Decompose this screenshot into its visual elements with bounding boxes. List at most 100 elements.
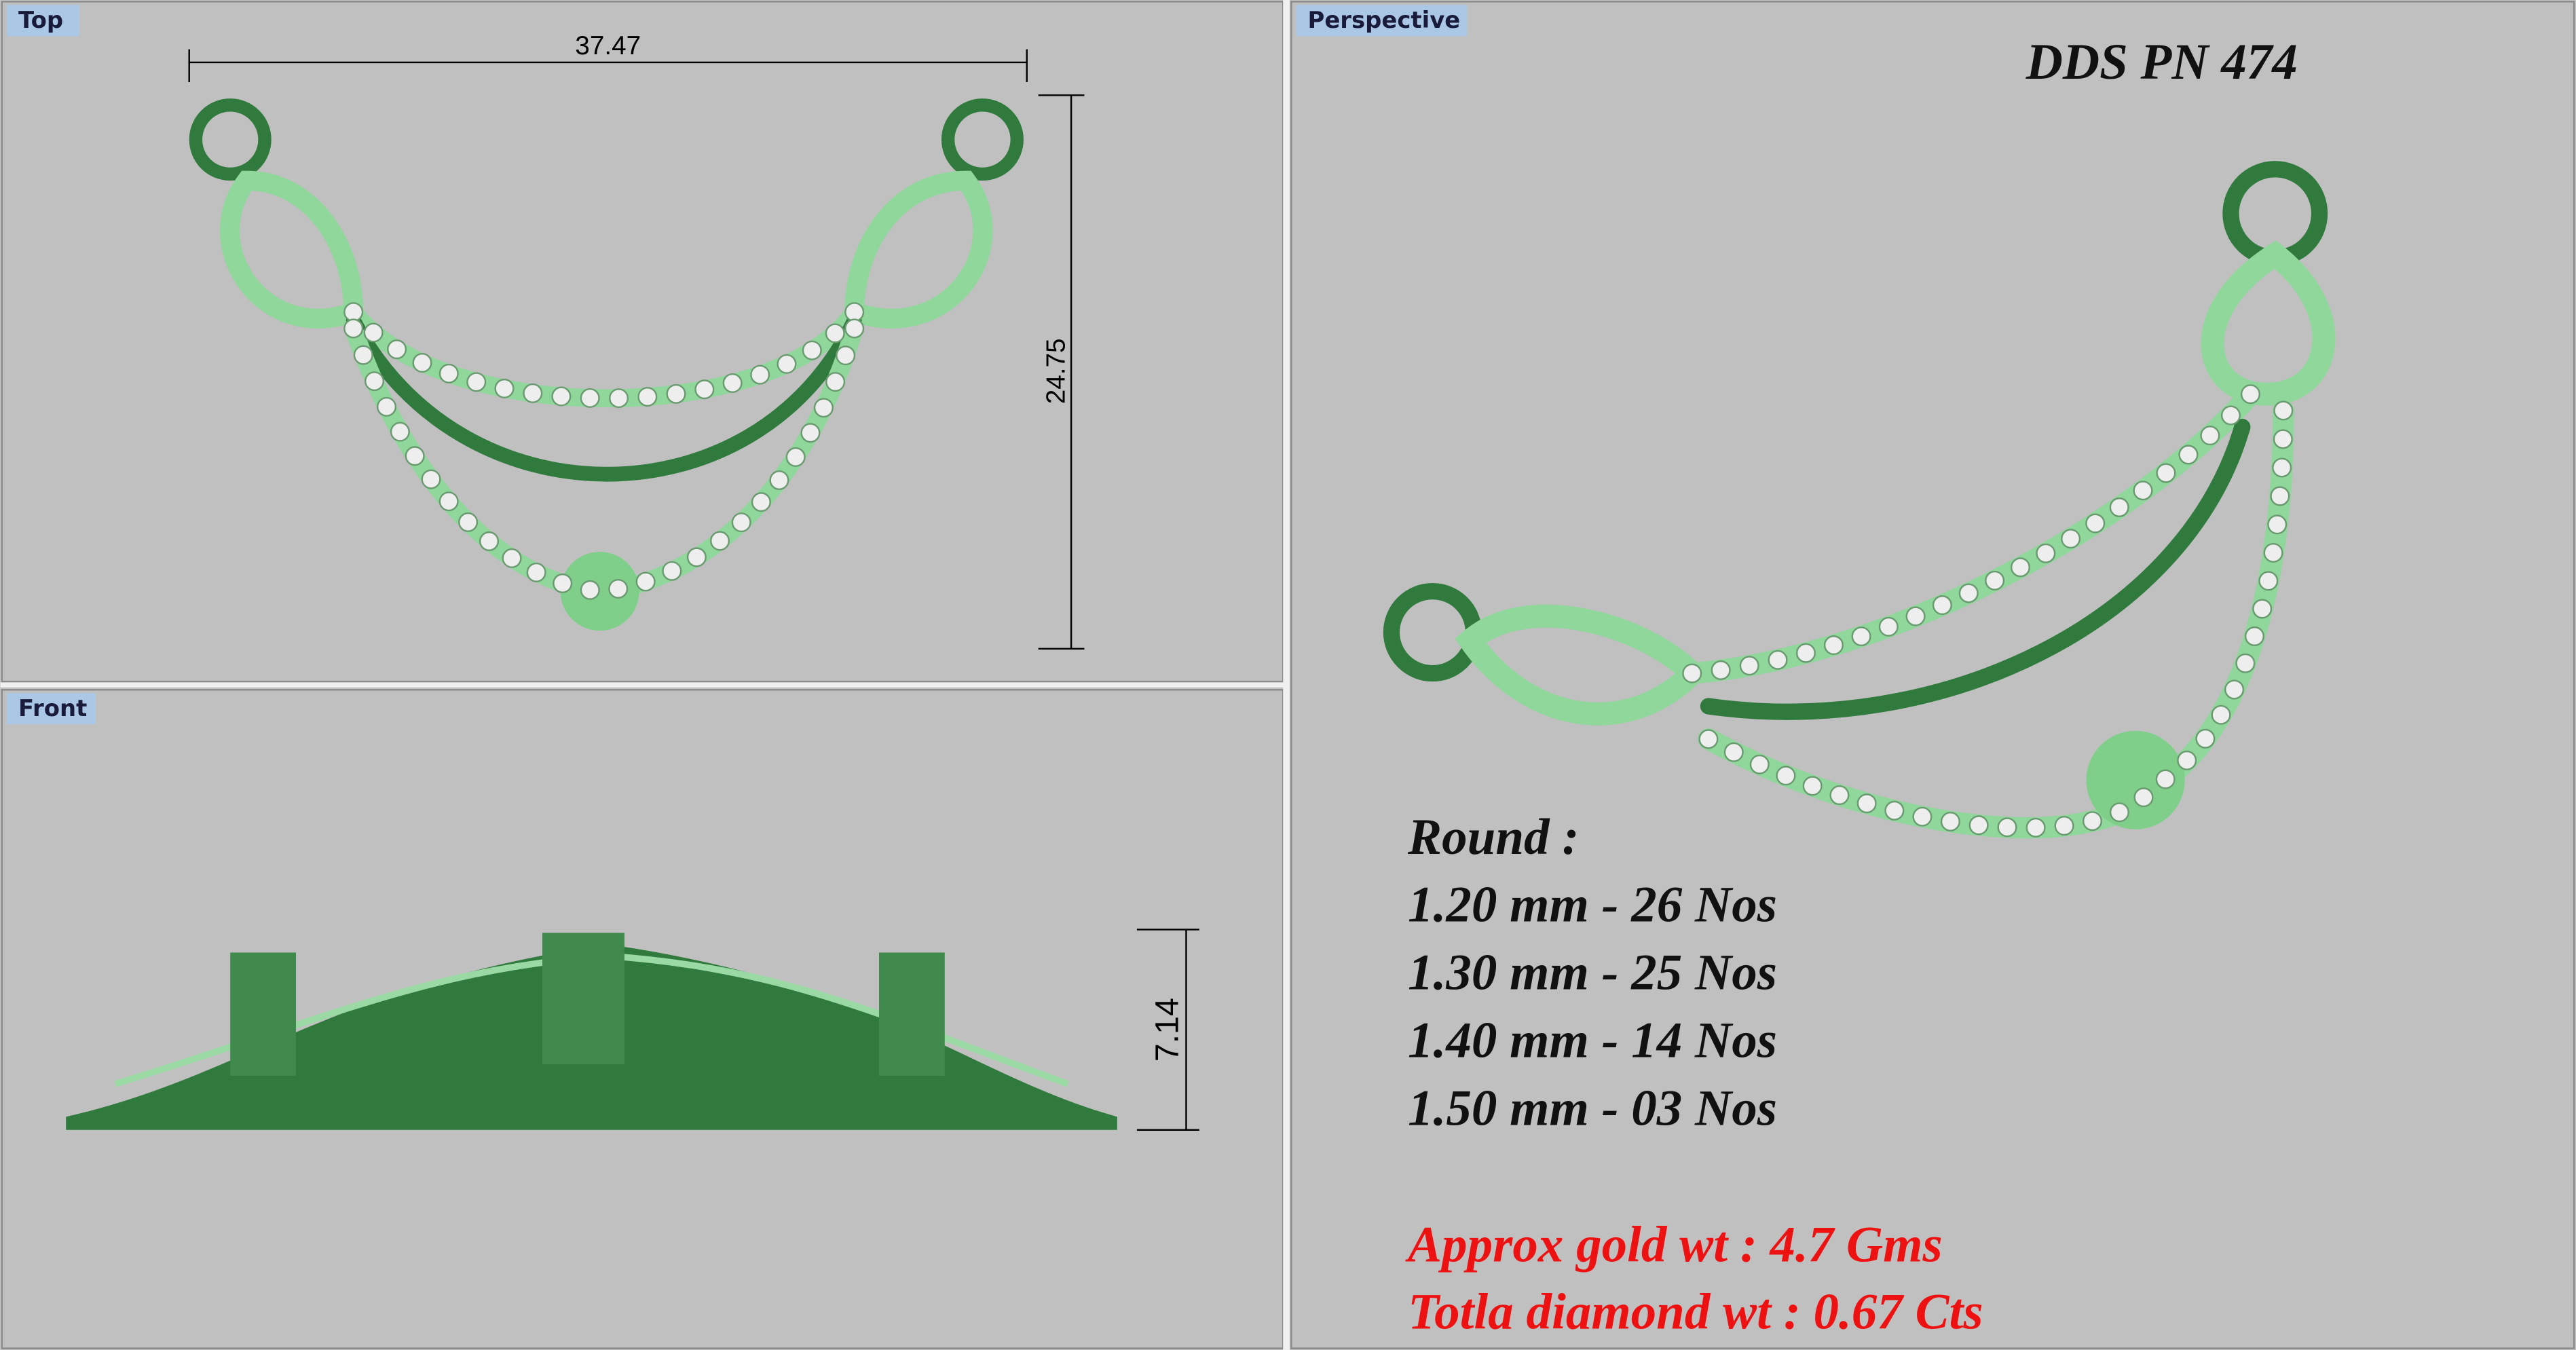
diamond — [686, 547, 707, 567]
diamond — [494, 378, 515, 398]
diamond — [390, 421, 410, 442]
diamond — [2267, 514, 2288, 535]
diamond — [353, 345, 373, 365]
diamond — [2263, 542, 2283, 563]
diamond — [635, 571, 656, 592]
diamond — [751, 492, 771, 512]
diamond — [2224, 679, 2245, 700]
diamond — [1878, 616, 1899, 637]
diamond — [363, 322, 384, 343]
diamond — [2270, 486, 2290, 506]
diamond — [2240, 384, 2260, 405]
pendant-front-view — [66, 933, 1117, 1130]
viewport-tab[interactable] — [7, 693, 96, 725]
diamond — [2082, 811, 2102, 831]
diamond — [769, 470, 789, 491]
diamond — [421, 469, 441, 489]
dimension-label: 7.14 — [1149, 998, 1185, 1062]
diamond — [1776, 766, 1796, 786]
diamond — [377, 396, 397, 417]
diamond — [387, 339, 407, 360]
viewport-label[interactable]: Top — [18, 7, 63, 33]
stone-heading: Round : — [1407, 809, 1579, 865]
diamond — [479, 531, 500, 551]
diamond — [2010, 557, 2030, 578]
perspective-viewport[interactable] — [1290, 1, 2575, 1349]
diamond — [1739, 656, 1759, 676]
diamond — [1802, 776, 1823, 796]
diamond — [526, 562, 546, 582]
diamond — [2177, 750, 2197, 770]
stone-line: 1.30 mm - 25 Nos — [1408, 944, 1777, 1000]
diamond — [844, 318, 865, 339]
diamond — [2273, 400, 2294, 421]
diamond — [2211, 705, 2231, 725]
stone-line: 1.50 mm - 03 Nos — [1408, 1080, 1777, 1136]
weight-line: Approx gold wt : 4.7 Gms — [1405, 1216, 1943, 1273]
diamond — [750, 364, 770, 385]
diamond — [694, 379, 715, 400]
dimension-label: 37.47 — [575, 31, 641, 60]
diamond — [2195, 728, 2216, 749]
viewport-label[interactable]: Perspective — [1308, 7, 1461, 33]
diamond — [2085, 513, 2106, 533]
diamond — [844, 302, 865, 322]
diamond — [637, 387, 658, 407]
diamond — [2026, 817, 2046, 838]
diamond — [666, 383, 686, 404]
diamond — [662, 561, 682, 581]
diamond — [2036, 543, 2056, 563]
diamond — [836, 345, 856, 366]
diamond — [1940, 811, 1960, 832]
diamond — [2235, 653, 2256, 673]
diamond — [2272, 457, 2292, 478]
diamond — [2156, 463, 2176, 483]
diamond — [1997, 817, 2017, 838]
diamond — [1985, 570, 2005, 590]
diamond — [1856, 793, 1877, 814]
diamond — [2200, 426, 2220, 446]
diamond — [1912, 806, 1933, 827]
diamond — [2054, 816, 2074, 836]
stone-line: 1.40 mm - 14 Nos — [1408, 1012, 1777, 1068]
diamond — [551, 386, 572, 407]
diamond — [1829, 785, 1850, 806]
diamond — [1768, 650, 1788, 670]
diamond — [2273, 429, 2293, 449]
diamond — [1698, 729, 1719, 749]
diamond — [1968, 815, 1989, 836]
diamond — [438, 491, 459, 512]
diamond — [813, 398, 834, 418]
design-title: DDS PN 474 — [2026, 34, 2298, 90]
diamond — [1682, 663, 1702, 683]
diamond — [365, 371, 385, 392]
diamond — [1932, 595, 1952, 616]
viewport-label[interactable]: Front — [18, 695, 87, 721]
diamond — [825, 372, 846, 392]
diamond — [825, 323, 845, 343]
diamond — [553, 573, 573, 593]
diamond — [1823, 635, 1844, 656]
stone-line: 1.20 mm - 26 Nos — [1408, 876, 1777, 933]
stone-notes: Round : 1.20 mm - 26 Nos 1.30 mm - 25 Nos… — [1405, 809, 1983, 1340]
diamond — [722, 373, 743, 393]
diamond — [2178, 445, 2199, 465]
diamond — [438, 363, 459, 383]
diamond — [1905, 606, 1926, 626]
diamond — [1884, 800, 1905, 821]
viewport-tab[interactable] — [1296, 5, 1468, 37]
diamond — [466, 372, 487, 392]
viewport-tab[interactable] — [7, 5, 79, 37]
diamond — [2109, 497, 2129, 517]
diamond — [2252, 599, 2273, 619]
diamond — [800, 423, 821, 443]
diamond — [412, 353, 432, 373]
diamond — [777, 354, 797, 374]
diamond — [710, 531, 730, 551]
diamond — [1749, 754, 1770, 774]
diamond — [2109, 802, 2129, 823]
diamond — [405, 446, 425, 466]
diamond — [785, 447, 806, 467]
diamond — [1795, 643, 1816, 663]
